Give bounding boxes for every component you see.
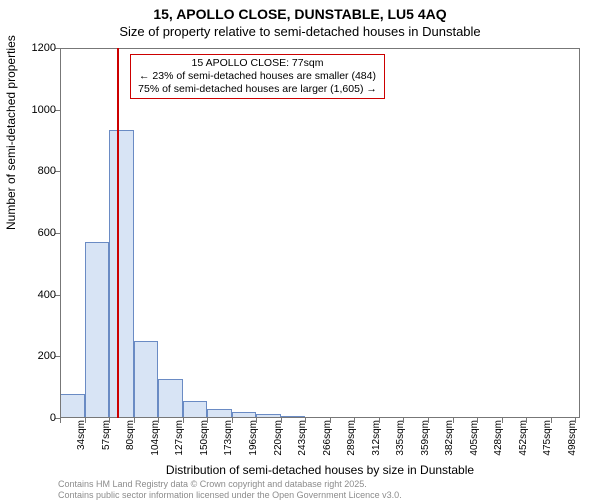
annotation-line3: 75% of semi-detached houses are larger (… [137,83,378,96]
y-tick-label: 800 [22,165,56,177]
x-tick-mark [305,418,306,423]
y-tick-label: 0 [22,412,56,424]
y-tick-label: 200 [22,350,56,362]
footer-line2: Contains public sector information licen… [58,490,402,500]
chart-subtitle: Size of property relative to semi-detach… [0,24,600,39]
footer-attribution: Contains HM Land Registry data © Crown c… [58,479,402,500]
y-tick-label: 400 [22,289,56,301]
x-tick-mark [403,418,404,423]
y-axis-label: Number of semi-detached properties [4,35,18,230]
x-tick-mark [330,418,331,423]
chart-title: 15, APOLLO CLOSE, DUNSTABLE, LU5 4AQ [0,6,600,22]
annotation-line1: 15 APOLLO CLOSE: 77sqm [137,57,378,70]
plot-border [60,48,580,418]
x-tick-mark [134,418,135,423]
marker-vline [117,48,119,418]
x-tick-mark [109,418,110,423]
y-tick-label: 1200 [22,42,56,54]
x-tick-mark [256,418,257,423]
x-tick-mark [60,418,61,423]
footer-line1: Contains HM Land Registry data © Crown c… [58,479,402,489]
x-tick-mark [428,418,429,423]
x-tick-mark [551,418,552,423]
annotation-box: 15 APOLLO CLOSE: 77sqm ← 23% of semi-det… [130,54,385,99]
x-tick-mark [281,418,282,423]
chart-container: { "title_line1": "15, APOLLO CLOSE, DUNS… [0,0,600,500]
x-tick-mark [85,418,86,423]
x-tick-mark [575,418,576,423]
x-tick-mark [526,418,527,423]
plot-area: 15 APOLLO CLOSE: 77sqm ← 23% of semi-det… [60,48,580,418]
x-tick-mark [354,418,355,423]
x-tick-mark [183,418,184,423]
y-tick-label: 1000 [22,104,56,116]
x-tick-mark [477,418,478,423]
annotation-line2: ← 23% of semi-detached houses are smalle… [137,70,378,83]
x-tick-mark [379,418,380,423]
y-tick-label: 600 [22,227,56,239]
x-tick-mark [453,418,454,423]
x-tick-mark [158,418,159,423]
x-axis-label: Distribution of semi-detached houses by … [60,463,580,477]
x-tick-mark [232,418,233,423]
x-tick-mark [502,418,503,423]
x-tick-mark [207,418,208,423]
